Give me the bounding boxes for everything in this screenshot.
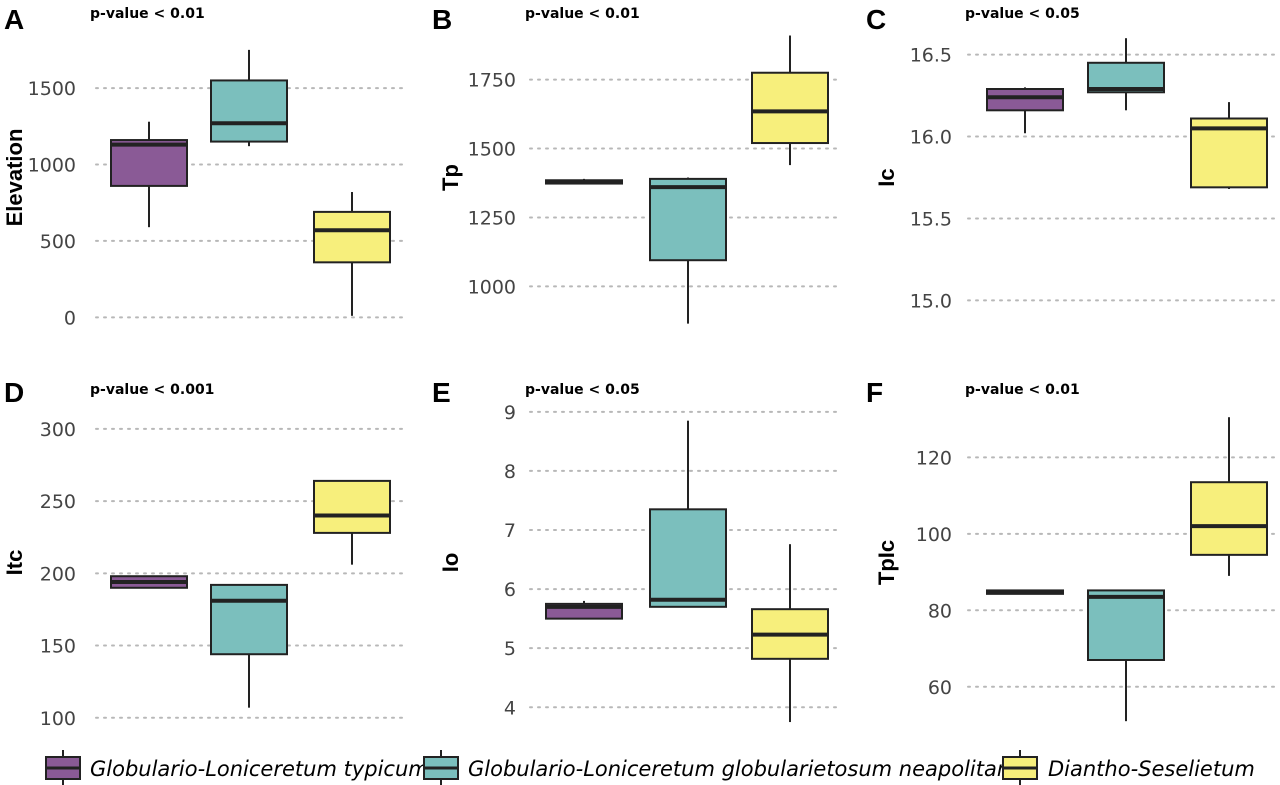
legend-item-diantho: Diantho-Seselietum (1002, 750, 1255, 785)
box-globularietosum (210, 583, 288, 708)
box-body (1190, 481, 1268, 556)
panel-letter: B (432, 4, 452, 35)
p-value-label: p-value < 0.01 (90, 6, 205, 22)
box-diantho (1190, 417, 1268, 576)
y-tick-label: 1500 (468, 139, 516, 161)
box-body (986, 88, 1064, 112)
y-tick-label: 250 (40, 491, 76, 513)
legend-label: Globulario-Loniceretum typicum (90, 757, 429, 781)
y-tick-label: 1000 (28, 155, 76, 177)
y-tick-label: 15.0 (910, 290, 952, 312)
panel-letter: E (432, 377, 451, 408)
y-tick-label: 100 (916, 524, 952, 546)
y-tick-label: 300 (40, 419, 76, 441)
box-globularietosum (1087, 38, 1165, 111)
legend: Globulario-Loniceretum typicum Globulario… (45, 750, 1255, 785)
p-value-label: p-value < 0.05 (525, 382, 640, 398)
p-value-label: p-value < 0.01 (965, 382, 1080, 398)
box-diantho (313, 479, 391, 565)
box-body (313, 479, 391, 534)
legend-label: Diantho-Seselietum (1048, 757, 1255, 781)
y-tick-label: 9 (504, 402, 516, 424)
panel-letter: C (866, 4, 886, 35)
y-tick-label: 150 (40, 636, 76, 658)
p-value-label: p-value < 0.001 (90, 382, 214, 398)
y-tick-label: 1250 (468, 207, 516, 229)
panel-letter: D (4, 377, 24, 408)
y-tick-label: 4 (504, 697, 516, 719)
box-diantho (751, 35, 829, 166)
panel-letter: A (4, 4, 24, 35)
y-tick-label: 100 (40, 708, 76, 730)
y-tick-label: 16.5 (910, 45, 952, 67)
y-tick-label: 200 (40, 563, 76, 585)
box-body (110, 139, 188, 187)
box-body (313, 210, 391, 264)
box-diantho (1190, 102, 1268, 189)
y-tick-label: 1750 (468, 70, 516, 92)
box-globularietosum (1087, 589, 1165, 722)
box-globularietosum (649, 420, 727, 608)
y-tick-label: 6 (504, 579, 516, 601)
p-value-label: p-value < 0.01 (525, 6, 640, 22)
legend-label: Globulario-Loniceretum globularietosum n… (468, 757, 1036, 781)
p-value-label: p-value < 0.05 (965, 6, 1080, 22)
y-tick-label: 5 (504, 638, 516, 660)
y-tick-label: 1500 (28, 78, 76, 100)
y-axis-label: Tp (438, 164, 463, 191)
box-body (210, 79, 288, 143)
y-tick-label: 15.5 (910, 208, 952, 230)
box-diantho (313, 192, 391, 316)
box-diantho (751, 544, 829, 723)
box-typicum (986, 87, 1064, 134)
y-tick-label: 1000 (468, 276, 516, 298)
box-globularietosum (649, 177, 727, 324)
box-body (649, 177, 727, 262)
box-body (1087, 589, 1165, 661)
box-body (210, 583, 288, 656)
y-tick-label: 120 (916, 447, 952, 469)
legend-item-typicum: Globulario-Loniceretum typicum (45, 750, 429, 785)
legend-item-globularietosum: Globulario-Loniceretum globularietosum n… (423, 750, 1036, 785)
y-axis-label: Ic (874, 168, 899, 186)
box-body (649, 508, 727, 608)
box-typicum (545, 178, 623, 185)
box-globularietosum (210, 49, 288, 147)
y-axis-label: Itc (2, 550, 27, 576)
y-tick-label: 60 (928, 677, 952, 699)
box-body (751, 71, 829, 145)
y-tick-label: 0 (64, 307, 76, 329)
box-typicum (110, 121, 188, 228)
y-tick-label: 500 (40, 231, 76, 253)
box-typicum (986, 589, 1064, 595)
y-axis-label: TpIc (874, 540, 899, 585)
y-tick-label: 80 (928, 600, 952, 622)
y-axis-label: Elevation (2, 129, 27, 227)
y-tick-label: 16.0 (910, 127, 952, 149)
panel-letter: F (866, 377, 883, 408)
y-tick-label: 7 (504, 520, 516, 542)
y-axis-label: Io (438, 553, 463, 573)
y-tick-label: 8 (504, 461, 516, 483)
box-typicum (110, 575, 188, 589)
box-typicum (545, 600, 623, 620)
